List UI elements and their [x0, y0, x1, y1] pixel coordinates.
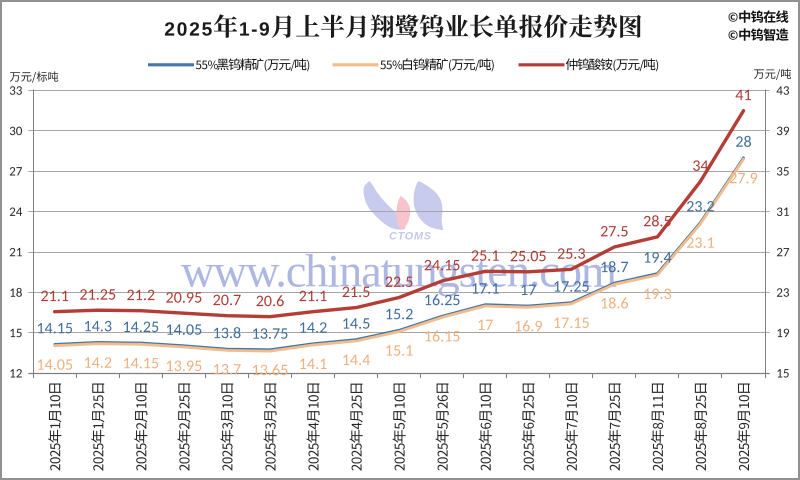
svg-text:CTOMS: CTOMS [389, 231, 432, 243]
